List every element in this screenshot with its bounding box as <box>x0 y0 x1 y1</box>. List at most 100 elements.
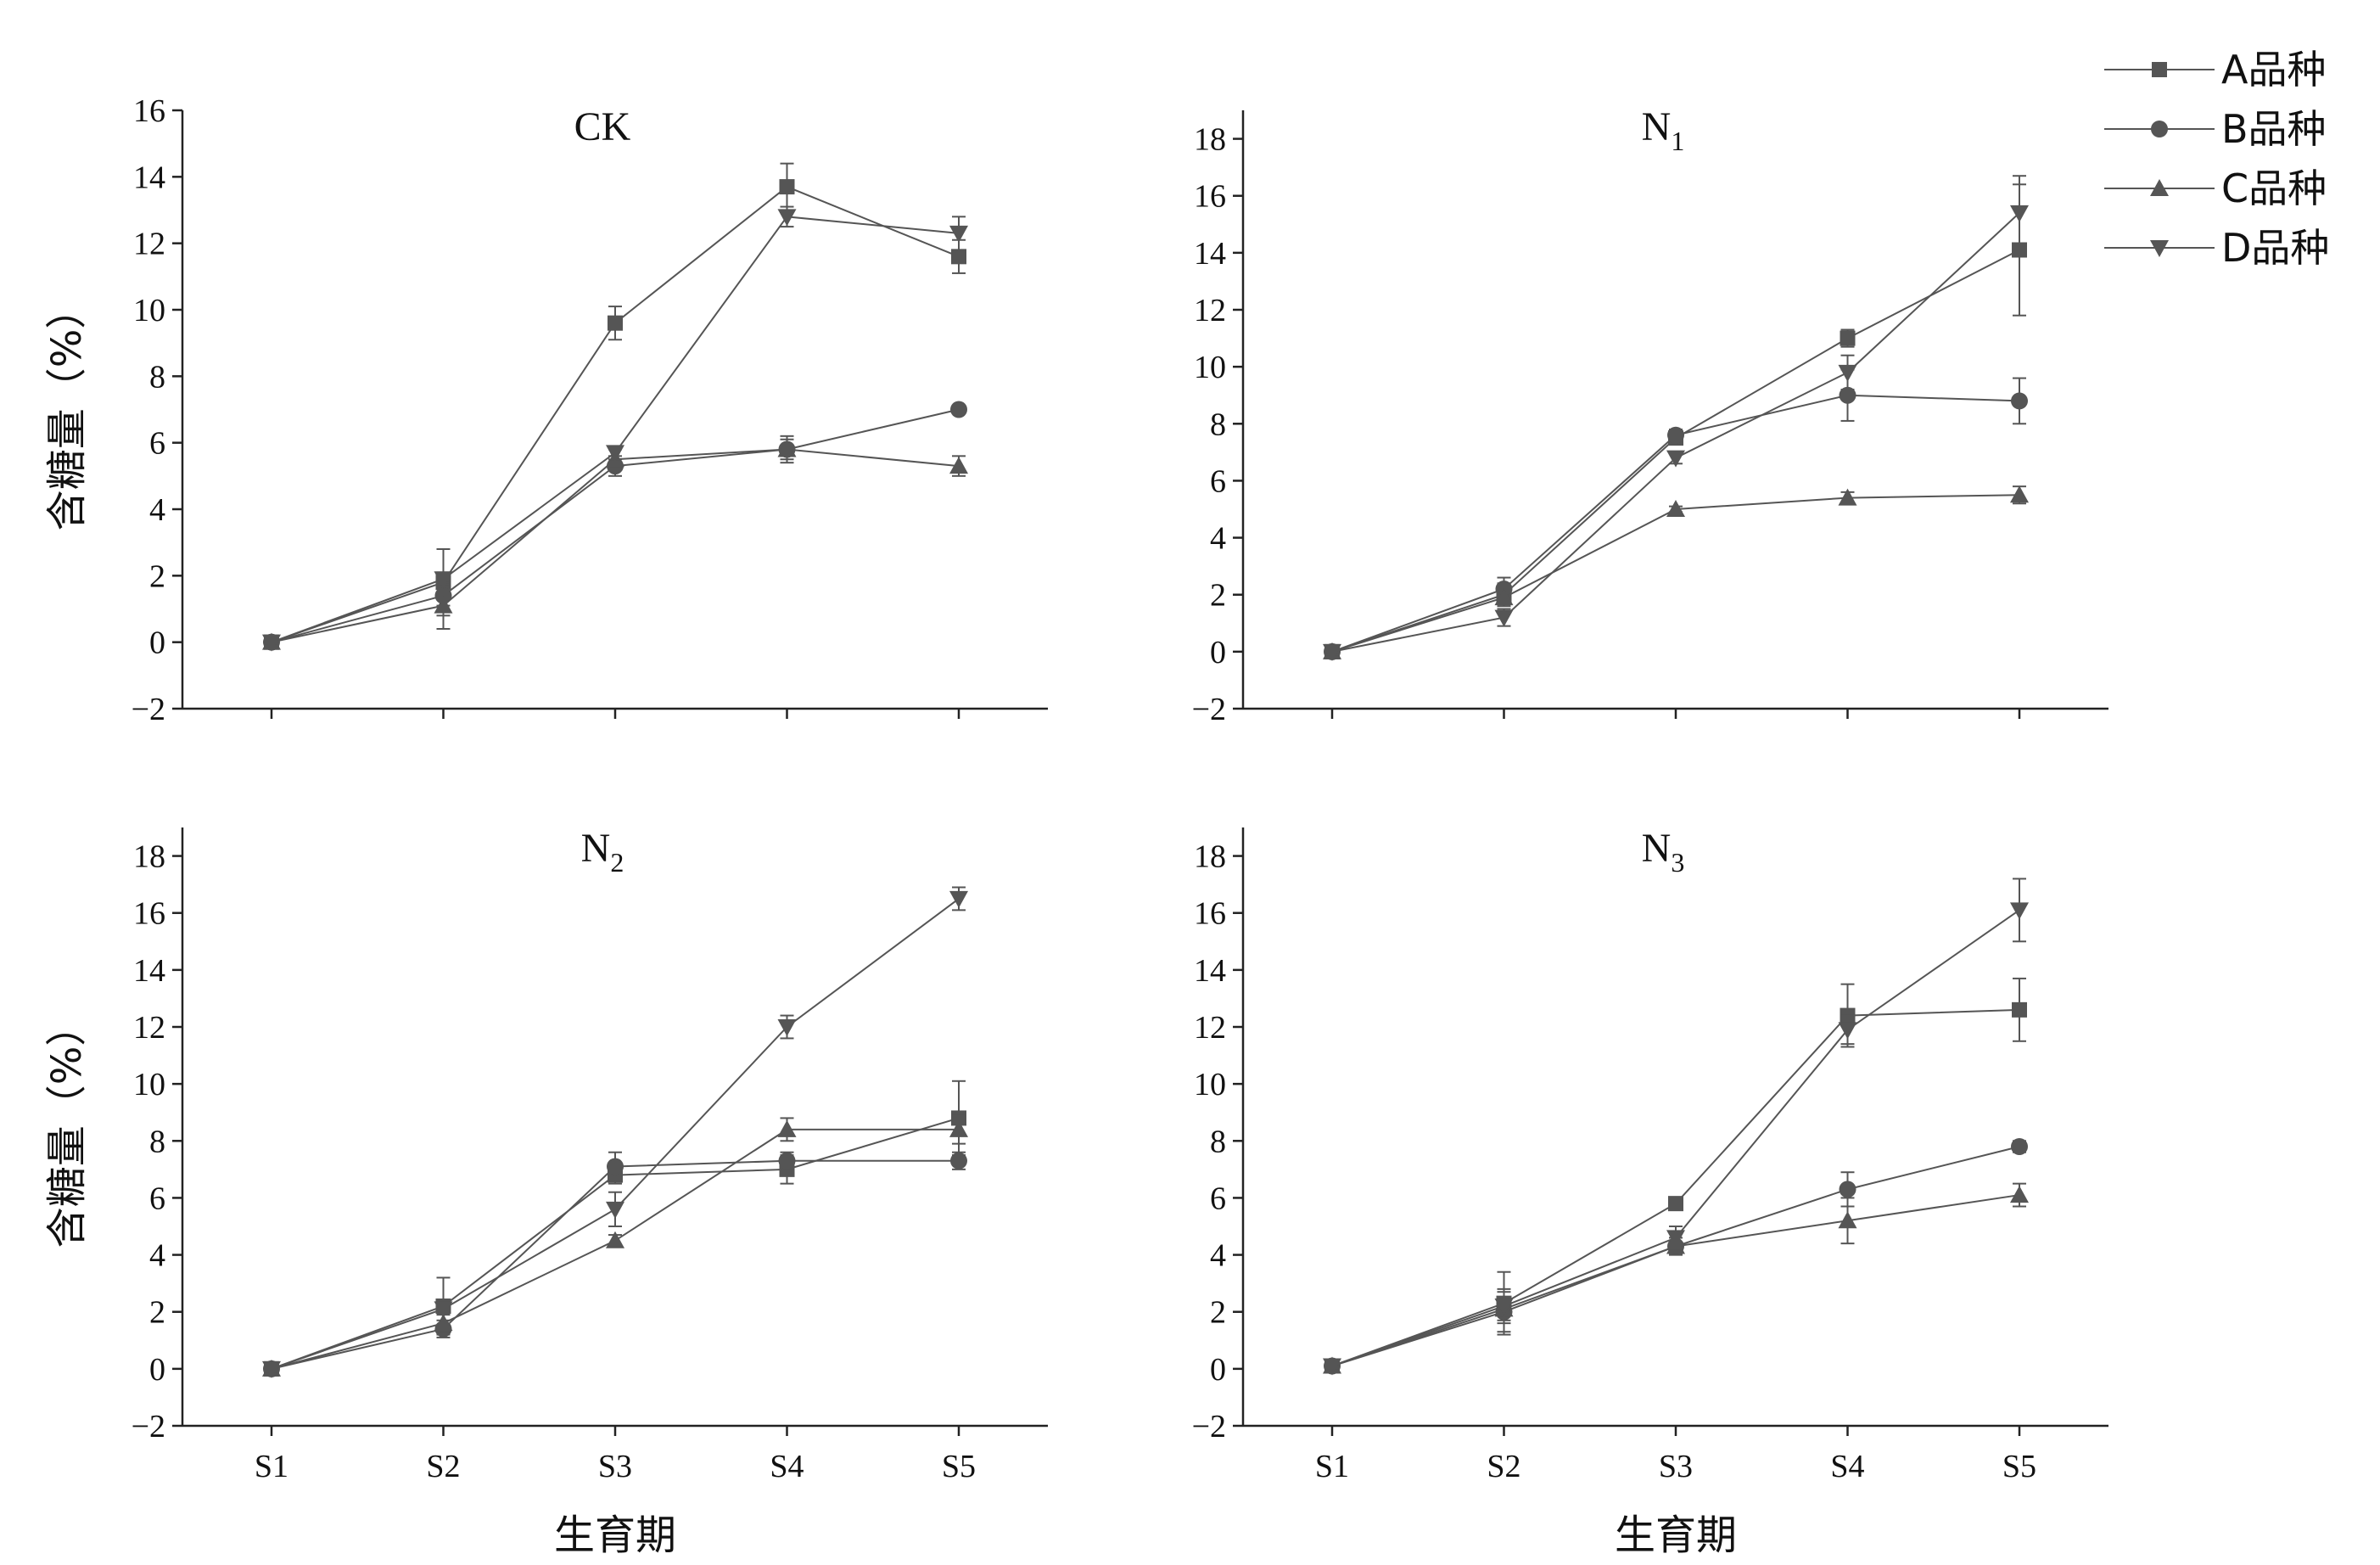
data-point <box>2011 1138 2028 1155</box>
y-tick-label: 8 <box>1210 1124 1226 1159</box>
data-point <box>606 1201 624 1219</box>
y-tick-label: 2 <box>149 1295 165 1331</box>
series-1 <box>264 1080 966 1377</box>
legend-label: C品种 <box>2221 165 2327 211</box>
y-axis-title: 含糖量（%） <box>43 289 91 531</box>
series-4 <box>262 886 968 1378</box>
series-3 <box>262 435 968 650</box>
x-axis-title: 生育期 <box>1615 1512 1737 1559</box>
data-point <box>1666 450 1685 468</box>
data-point <box>262 634 281 652</box>
x-tick-label: S4 <box>1830 1449 1864 1484</box>
y-tick-label: 16 <box>133 896 165 932</box>
legend-label: B品种 <box>2221 106 2327 152</box>
y-tick-label: −2 <box>132 692 165 727</box>
data-point <box>1494 609 1514 627</box>
data-point <box>434 1301 453 1319</box>
panel-title: N2 <box>581 826 624 878</box>
y-tick-label: 10 <box>1194 1067 1226 1102</box>
y-tick-label: 10 <box>133 1067 165 1102</box>
x-tick-label: S2 <box>426 1449 460 1484</box>
y-tick-label: 12 <box>133 227 165 262</box>
data-point <box>949 890 968 908</box>
data-point <box>777 1019 797 1036</box>
data-point <box>778 1152 796 1170</box>
legend-marker <box>2150 179 2169 196</box>
legend-marker <box>2151 121 2168 137</box>
y-tick-label: 18 <box>133 839 165 875</box>
data-point <box>777 1119 797 1137</box>
y-tick-label: 4 <box>1210 521 1226 557</box>
y-tick-label: 12 <box>133 1010 165 1046</box>
y-tick-label: 0 <box>1210 635 1226 670</box>
y-tick-label: 18 <box>1194 839 1226 875</box>
x-tick-label: S1 <box>1315 1449 1349 1484</box>
data-point <box>607 1158 624 1175</box>
panel-title-subscript: 3 <box>1671 847 1684 878</box>
data-point <box>262 1360 281 1378</box>
y-tick-label: 12 <box>1194 1010 1226 1046</box>
series-line <box>271 408 960 643</box>
y-tick-label: 14 <box>1194 953 1226 989</box>
data-point <box>2010 485 2029 503</box>
x-tick-label: S2 <box>1487 1449 1520 1484</box>
panel-title: CK <box>574 104 631 149</box>
panel-1: −2 0 2 4 6 8 10 12 14 16 CK 含糖量（%） <box>43 93 1048 727</box>
series-line <box>1331 1146 2020 1367</box>
data-point <box>951 249 966 265</box>
data-point <box>1838 488 1857 506</box>
x-tick-label: S4 <box>770 1449 804 1484</box>
series-line <box>271 216 960 643</box>
legend-marker <box>2152 62 2167 77</box>
data-point <box>608 315 623 331</box>
panel-title: N3 <box>1642 826 1685 878</box>
data-point <box>1666 1230 1685 1248</box>
data-point <box>1323 643 1341 661</box>
y-tick-label: 16 <box>133 93 165 129</box>
data-point <box>434 571 453 589</box>
series-3 <box>1323 1182 2029 1374</box>
series-line <box>271 898 960 1370</box>
y-tick-label: 10 <box>133 293 165 328</box>
y-tick-label: 8 <box>149 1124 165 1159</box>
series-3 <box>1323 485 2029 659</box>
y-tick-label: 18 <box>1194 122 1226 158</box>
data-point <box>1666 500 1685 517</box>
x-axis-title: 生育期 <box>554 1512 676 1559</box>
data-point <box>606 1231 624 1248</box>
series-2 <box>1324 1138 2028 1375</box>
series-1 <box>1324 183 2027 659</box>
data-point <box>1668 1196 1683 1212</box>
data-point <box>2010 205 2029 222</box>
series-line <box>271 185 960 643</box>
series-line <box>1331 494 2020 653</box>
legend-label: D品种 <box>2221 225 2329 271</box>
data-point <box>949 457 968 474</box>
data-point <box>2011 392 2028 410</box>
panel-title: N1 <box>1642 104 1685 156</box>
data-point <box>1494 1299 1514 1315</box>
y-tick-label: 6 <box>1210 1181 1226 1216</box>
y-tick-label: 2 <box>1210 578 1226 614</box>
y-tick-label: 6 <box>149 1181 165 1216</box>
y-axis-title: 含糖量（%） <box>43 1006 91 1248</box>
series-line <box>1331 1194 2020 1367</box>
data-point <box>1494 588 1514 606</box>
y-tick-label: 4 <box>149 1238 165 1274</box>
data-point <box>434 1314 453 1332</box>
series-4 <box>1323 175 2029 661</box>
panel-3: −2 0 2 4 6 8 10 12 14 16 18 S1 S2 S3 S4 S5 N2 含糖量（%） 生育期 <box>43 826 1048 1559</box>
y-tick-label: 2 <box>1210 1295 1226 1331</box>
series-4 <box>262 205 968 652</box>
series-line <box>271 448 960 643</box>
y-tick-label: 10 <box>1194 350 1226 385</box>
y-tick-label: 16 <box>1194 896 1226 932</box>
legend: A品种 B品种 C品种 D品种 <box>2104 47 2329 271</box>
series-line <box>1331 909 2020 1367</box>
y-tick-label: 6 <box>1210 463 1226 499</box>
y-tick-label: −2 <box>1192 692 1226 727</box>
data-point <box>1839 386 1856 404</box>
y-tick-label: 14 <box>1194 236 1226 272</box>
y-tick-label: −2 <box>132 1409 165 1444</box>
